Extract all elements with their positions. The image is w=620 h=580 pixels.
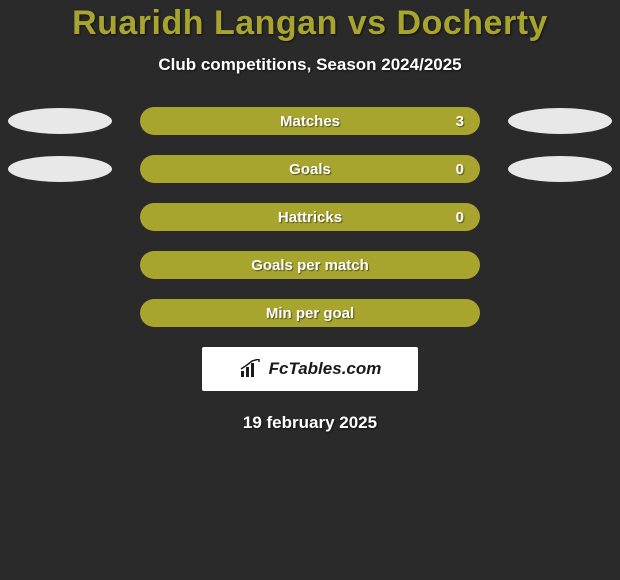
stat-row-goals: Goals 0: [0, 155, 620, 183]
date-text: 19 february 2025: [0, 413, 620, 433]
stat-bar: Hattricks 0: [140, 203, 480, 231]
stat-row-goals-per-match: Goals per match: [0, 251, 620, 279]
logo[interactable]: FcTables.com: [202, 347, 418, 391]
stat-label: Matches: [280, 113, 340, 130]
subtitle: Club competitions, Season 2024/2025: [0, 55, 620, 75]
left-ellipse: [8, 108, 112, 134]
stat-bar: Goals per match: [140, 251, 480, 279]
stat-bar: Goals 0: [140, 155, 480, 183]
stat-bar: Min per goal: [140, 299, 480, 327]
stat-row-hattricks: Hattricks 0: [0, 203, 620, 231]
chart-icon: [239, 359, 263, 379]
stat-value: 3: [456, 113, 464, 130]
stat-label: Goals: [289, 161, 331, 178]
stat-value: 0: [456, 209, 464, 226]
right-ellipse: [508, 108, 612, 134]
stat-row-matches: Matches 3: [0, 107, 620, 135]
stat-label: Goals per match: [251, 257, 369, 274]
stat-value: 0: [456, 161, 464, 178]
stats-card: Ruaridh Langan vs Docherty Club competit…: [0, 0, 620, 433]
page-title: Ruaridh Langan vs Docherty: [0, 4, 620, 43]
stat-bar: Matches 3: [140, 107, 480, 135]
left-ellipse: [8, 156, 112, 182]
right-ellipse: [508, 156, 612, 182]
stat-label: Hattricks: [278, 209, 342, 226]
logo-text: FcTables.com: [269, 359, 382, 379]
stat-label: Min per goal: [266, 305, 354, 322]
stat-row-min-per-goal: Min per goal: [0, 299, 620, 327]
